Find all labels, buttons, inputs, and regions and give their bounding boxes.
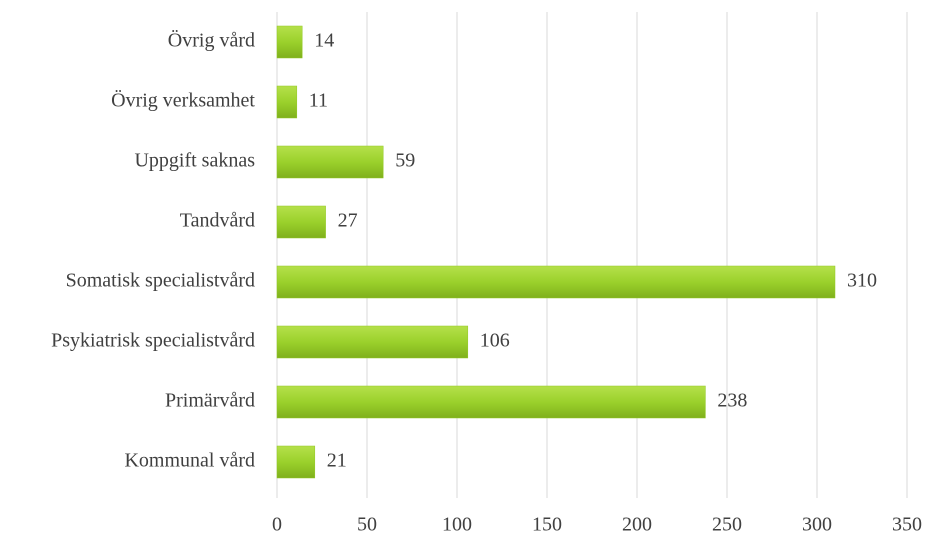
bar (276, 325, 469, 359)
x-tick-label: 300 (802, 514, 832, 536)
x-tick-label: 350 (892, 514, 922, 536)
y-tick-label: Övrig vård (168, 29, 255, 52)
data-label: 21 (327, 450, 347, 472)
data-label: 106 (480, 330, 510, 352)
bar (276, 445, 316, 479)
y-tick-label: Psykiatrisk specialistvård (51, 330, 255, 352)
x-tick-label: 50 (357, 514, 377, 536)
y-tick-label: Tandvård (180, 210, 255, 232)
bar (276, 145, 384, 179)
bar (276, 205, 326, 239)
x-tick-label: 100 (442, 514, 472, 536)
y-tick-label: Primärvård (165, 390, 255, 412)
x-tick-label: 200 (622, 514, 652, 536)
data-label: 27 (338, 210, 358, 232)
bar (276, 385, 706, 419)
bar (276, 25, 303, 59)
data-label: 14 (314, 30, 334, 52)
y-tick-label: Uppgift saknas (134, 150, 255, 172)
data-label: 59 (395, 150, 415, 172)
x-tick-label: 0 (272, 514, 282, 536)
data-label: 310 (847, 270, 877, 292)
x-tick-label: 250 (712, 514, 742, 536)
bar (276, 265, 836, 299)
x-tick-label: 150 (532, 514, 562, 536)
y-tick-label: Kommunal vård (124, 450, 255, 472)
data-label: 238 (717, 390, 747, 412)
data-label: 11 (309, 90, 328, 112)
y-tick-label: Övrig verksamhet (111, 89, 255, 112)
bar (276, 85, 298, 119)
y-tick-label: Somatisk specialistvård (66, 270, 255, 292)
